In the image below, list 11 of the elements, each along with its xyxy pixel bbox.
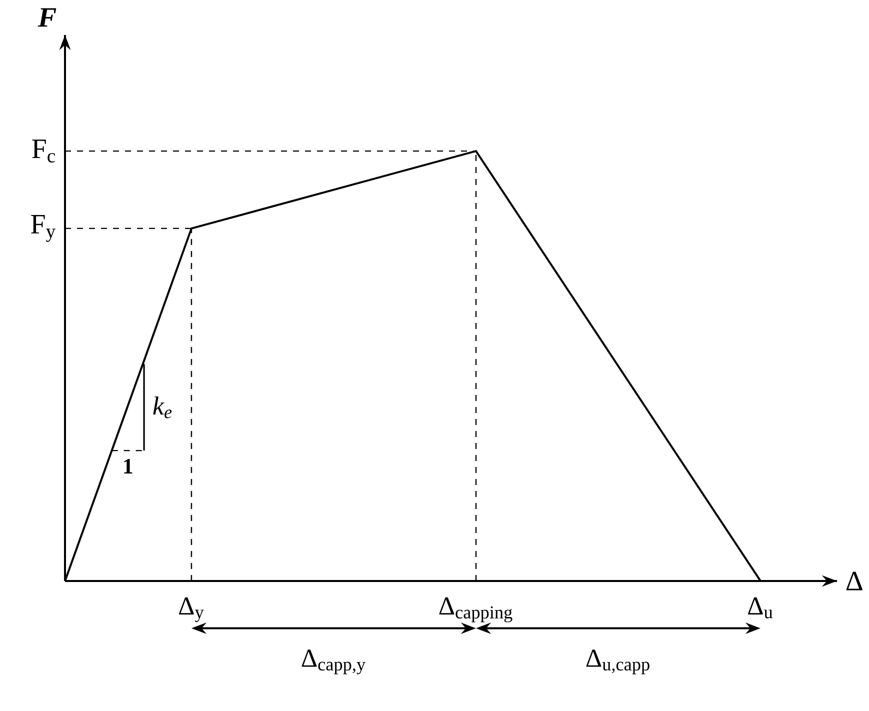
ref-line-label: F$_{c}$	[32, 140, 55, 162]
x-tick-label: Δ$_{u}$	[748, 597, 773, 618]
text: Δ$_{u,capp}$	[586, 650, 650, 674]
annotation: 1	[124, 458, 132, 474]
x-tick-label: Δ$_{capping}$	[439, 597, 512, 622]
y-axis-title: F	[38, 8, 56, 27]
x-axis-title: Δ	[846, 572, 862, 590]
ref-line-label: F$_{y}$	[31, 214, 56, 242]
x-tick-label: Δ$_{y}$	[179, 597, 204, 622]
annotation: k$_{e}$	[153, 396, 172, 418]
text: Δ$_{capp,y}$	[302, 650, 366, 674]
